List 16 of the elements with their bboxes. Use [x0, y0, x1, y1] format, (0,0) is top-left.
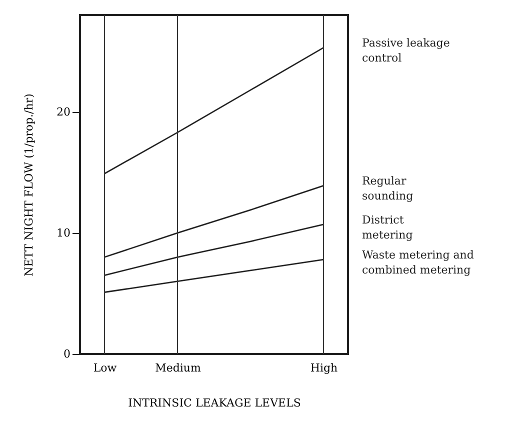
x-tick-label: Low [93, 362, 118, 374]
text: Passive leakage control [362, 36, 450, 65]
y-axis-title: NETT NIGHT FLOW (1/prop./hr) [22, 94, 36, 276]
line-series [104, 185, 324, 258]
y-tick-label: 20 [56, 105, 70, 118]
text: District metering [362, 213, 413, 242]
line-series [104, 224, 324, 276]
text: Regular sounding [362, 174, 414, 203]
x-tick-label: Medium [155, 362, 202, 374]
text: Waste metering and combined metering [362, 248, 474, 277]
y-tick-label: 0 [64, 348, 70, 360]
x-tick-label: High [310, 362, 338, 374]
line-series [104, 258, 324, 293]
x-axis-title: INTRINSIC LEAKAGE LEVELS [128, 396, 301, 410]
y-tick-label: 10 [56, 226, 70, 240]
line-series [104, 46, 324, 174]
